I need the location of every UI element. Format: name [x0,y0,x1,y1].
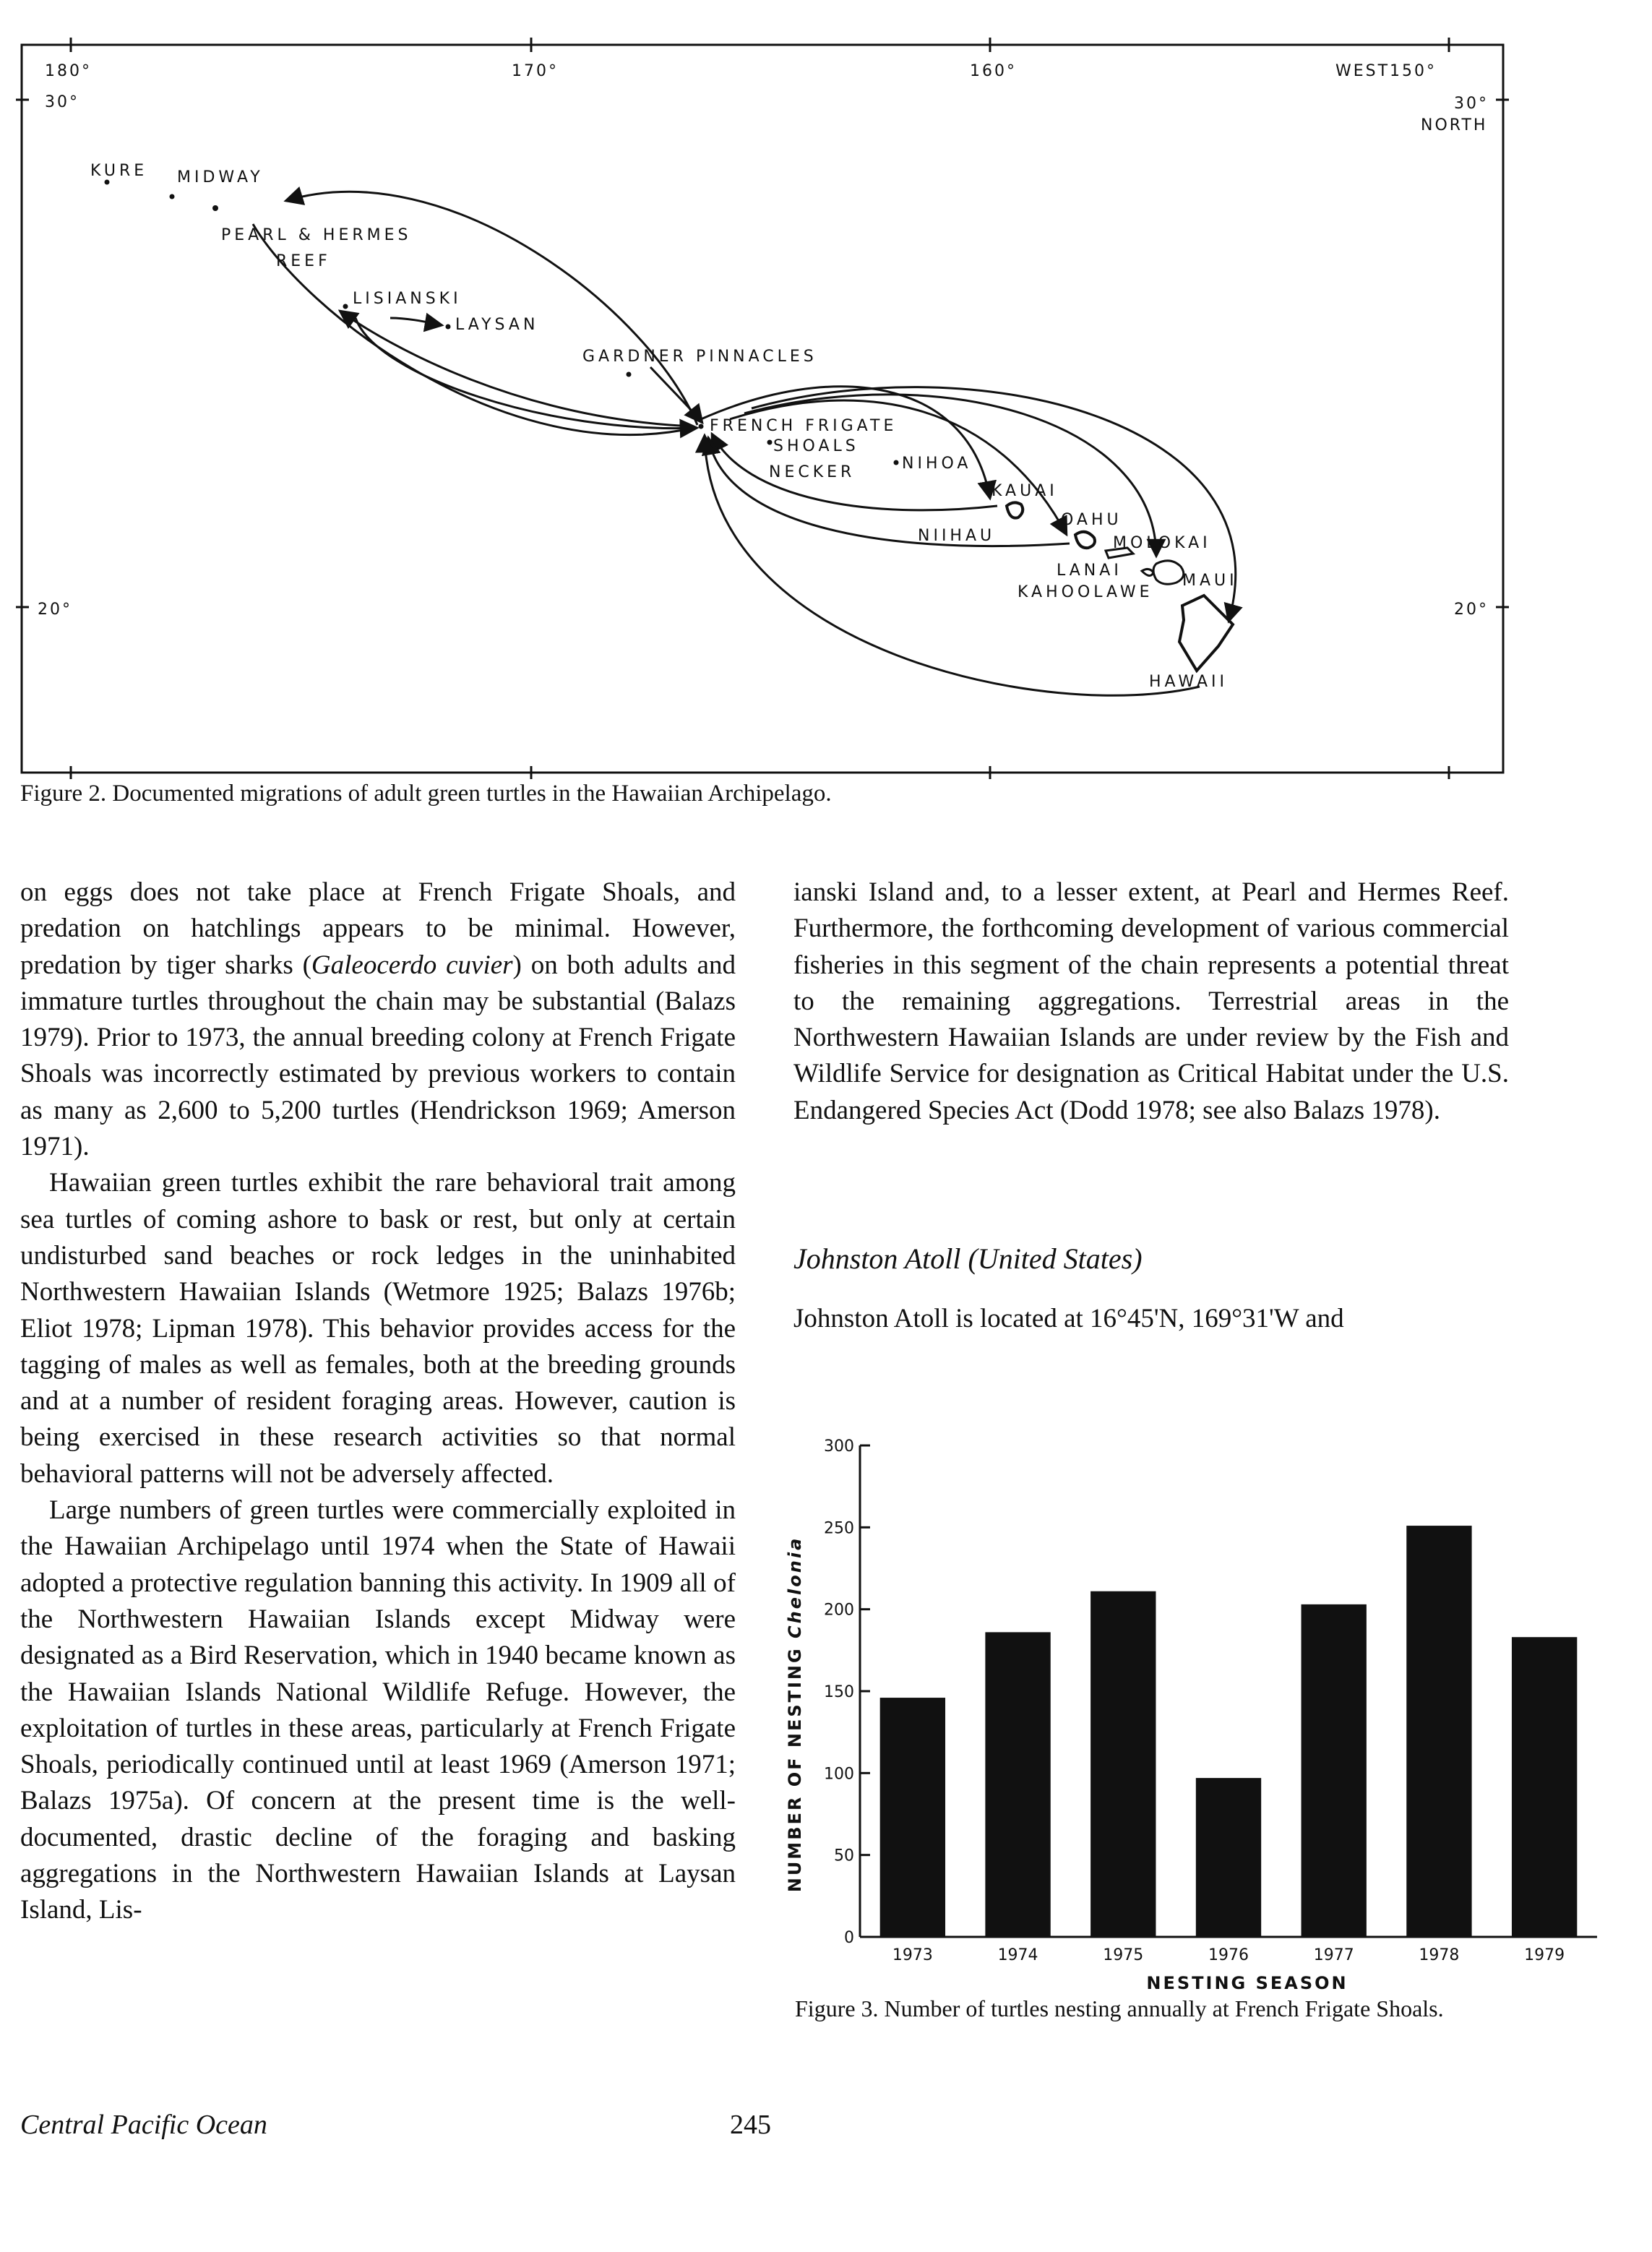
right-paragraph-2: Johnston Atoll is located at 16°45'N, 16… [793,1304,1344,1333]
right-column: ianski Island and, to a lesser extent, a… [793,874,1509,1129]
migration-map-figure: 180° 30° 170° 160° WEST150° 30° NORTH 20… [0,0,1652,831]
bar-1977 [1301,1604,1367,1937]
kauai-label: KAUAI [991,482,1058,500]
north-label: NORTH [1421,116,1487,134]
left-paragraph-2: Hawaiian green turtles exhibit the rare … [20,1168,736,1489]
oahu-shape [1073,530,1096,550]
island-dots [104,179,899,465]
y-axis-title-prefix: NUMBER OF NESTING [785,1638,805,1892]
lanai-shape [1140,567,1155,577]
y-tick-label: 250 [824,1519,854,1537]
maui-label: MAUI [1182,572,1238,590]
species-name: Galeocerdo cuvier [311,950,513,980]
oahu-label: OAHU [1061,511,1122,529]
bar-1978 [1406,1526,1472,1937]
y-tick-label: 0 [844,1929,854,1947]
y-tick-label: 200 [824,1602,854,1620]
migration-map: 180° 30° 170° 160° WEST150° 30° NORTH 20… [16,38,1509,779]
left-paragraph-1-a: on eggs does not take place at French Fr… [20,877,736,980]
map-ticks [16,38,1509,779]
map-frame [20,43,1505,774]
french-frigate-label-1: FRENCH FRIGATE [710,417,897,435]
x-tick-labels: 1973 1974 1975 1976 1977 1978 1979 [892,1946,1565,1964]
bars [879,1526,1578,1937]
pearl-hermes-label-2: REEF [276,252,331,270]
midway-label: MIDWAY [177,168,264,186]
niihau-label: NIIHAU [918,527,995,545]
left-column: on eggs does not take place at French Fr… [20,874,736,1929]
laysan-label: LAYSAN [455,316,538,334]
kure-label: KURE [90,162,147,180]
y-axis-title-genus: Chelonia [785,1537,805,1638]
french-frigate-label-2: SHOALS [773,437,859,455]
left-paragraph-3: Large numbers of green turtles were comm… [20,1495,736,1925]
x-tick-label: 1973 [892,1946,933,1964]
bar-1975 [1090,1591,1156,1937]
hawaii-label: HAWAII [1149,673,1228,691]
section-heading: Johnston Atoll (United States) [793,1242,1143,1275]
running-footer: Central Pacific Ocean [20,2110,267,2140]
migration-arrows [251,186,1243,697]
nihoa-label: NIHOA [902,455,971,473]
y-tick-label: 300 [824,1437,854,1456]
bar-1979 [1511,1637,1578,1937]
lon-170-label: 170° [512,62,559,80]
right-paragraph-1: ianski Island and, to a lesser extent, a… [793,877,1509,1125]
x-tick-label: 1978 [1419,1946,1459,1964]
hawaii-shape [1177,593,1235,674]
y-tick-label: 100 [824,1765,854,1783]
maui-shape [1152,559,1185,585]
lat-30-left-label: 30° [45,93,79,111]
bar-1974 [985,1632,1051,1937]
x-axis-title: NESTING SEASON [1146,1973,1348,1993]
left-paragraph-1-b: ) on both adults and immature turtles th… [20,950,736,1162]
figure-2-caption: Figure 2. Documented migrations of adult… [20,781,832,807]
pearl-hermes-label-1: PEARL & HERMES [221,226,411,244]
molokai-label: MOLOKAI [1113,534,1211,552]
lon-160-label: 160° [970,62,1017,80]
figure-3-caption: Figure 3. Number of turtles nesting annu… [795,1995,1444,2021]
x-tick-label: 1975 [1103,1946,1143,1964]
kahoolawe-label: KAHOOLAWE [1018,583,1153,601]
kauai-shape [1004,501,1025,520]
lanai-label: LANAI [1057,562,1122,580]
lon-180-label: 180° [45,62,92,80]
x-tick-label: 1974 [998,1946,1038,1964]
lat-30-right-label: 30° [1454,95,1489,113]
x-tick-label: 1977 [1314,1946,1354,1964]
lat-20-right-label: 20° [1454,601,1489,619]
y-tick-label: 150 [824,1683,854,1701]
x-tick-label: 1979 [1524,1946,1565,1964]
left-paragraph-1: on eggs does not take place at French Fr… [20,874,736,1165]
y-axis-title: NUMBER OF NESTING Chelonia [785,1537,805,1893]
bar-1973 [879,1698,946,1937]
necker-label: NECKER [769,463,855,481]
nesting-chart-figure: 0 50 100 150 200 250 300 1973 1974 1975 1976 1977 1… [730,1417,1652,2045]
y-tick-label: 50 [834,1847,854,1865]
lon-150-label: WEST150° [1335,62,1437,80]
molokai-shape [1104,546,1136,559]
bar-1976 [1195,1778,1262,1937]
gardner-label: GARDNER PINNACLES [582,348,817,366]
x-tick-label: 1976 [1208,1946,1249,1964]
lat-20-left-label: 20° [38,601,72,619]
page-number: 245 [730,2110,771,2140]
lisianski-label: LISIANSKI [353,290,462,308]
